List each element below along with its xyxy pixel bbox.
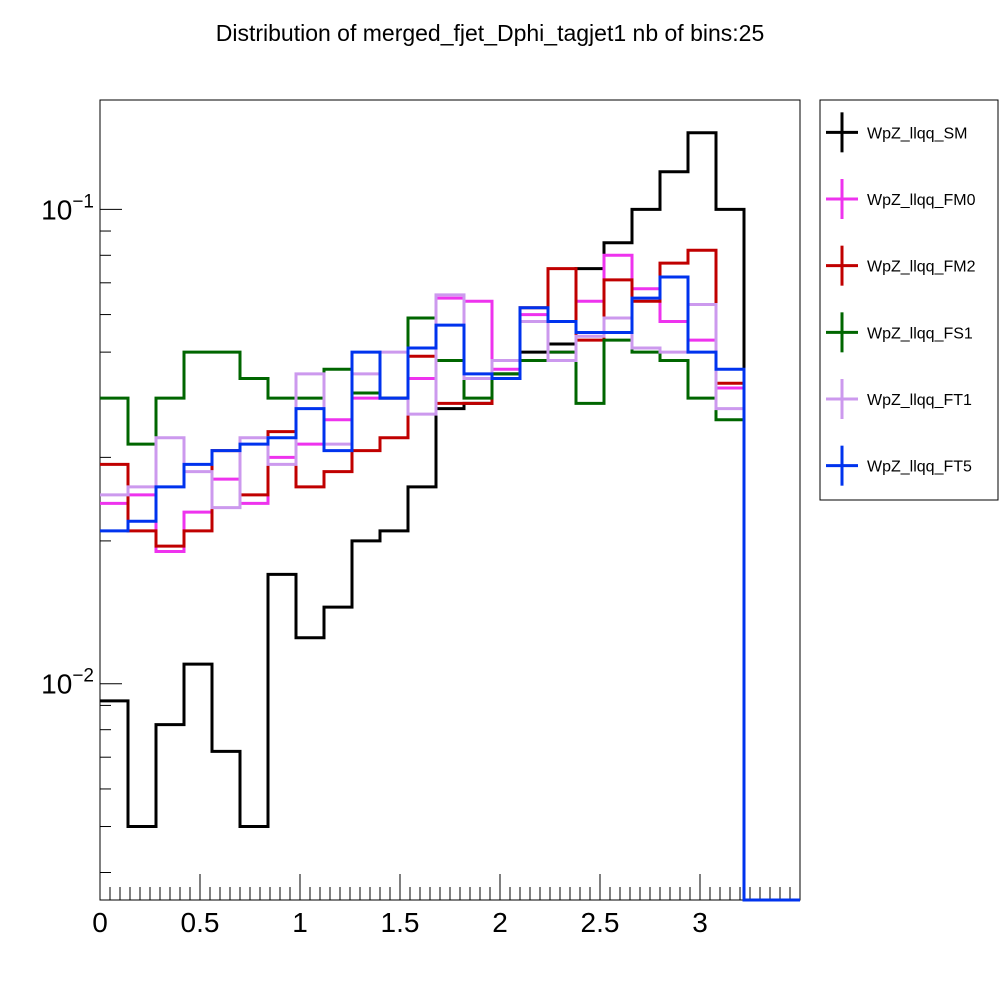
series-line-WpZ_llqq_FT1 [100, 293, 800, 902]
legend-label: WpZ_llqq_FT5 [867, 459, 972, 476]
y-tick-label: 10−1 [41, 191, 94, 225]
legend-label: WpZ_llqq_SM [867, 125, 967, 142]
legend-entry: WpZ_llqq_SM [826, 112, 967, 153]
legend-box [819, 99, 999, 501]
legend-label: WpZ_llqq_FM2 [867, 259, 976, 276]
legend-entry: WpZ_llqq_FT1 [826, 379, 972, 419]
x-tick-label: 0 [92, 907, 108, 938]
x-tick-label: 2 [492, 907, 508, 938]
x-tick-label: 2.5 [581, 907, 620, 938]
y-tick-label: 10−2 [41, 666, 94, 700]
plot-frame [99, 99, 801, 901]
series-line-WpZ_llqq_FM2 [100, 248, 800, 902]
x-tick-label: 0.5 [181, 907, 220, 938]
chart-title: Distribution of merged_fjet_Dphi_tagjet1… [215, 20, 765, 46]
series-line-WpZ_llqq_FT5 [100, 275, 800, 902]
series-line-WpZ_llqq_FS1 [100, 316, 800, 902]
legend-entry: WpZ_llqq_FS1 [826, 312, 973, 353]
legend-entry: WpZ_llqq_FT5 [826, 445, 972, 486]
x-tick-label: 3 [692, 907, 708, 938]
legend-label: WpZ_llqq_FT1 [867, 392, 972, 409]
legend-label: WpZ_llqq_FS1 [867, 325, 973, 342]
legend-entry: WpZ_llqq_FM0 [826, 179, 976, 219]
series-line-WpZ_llqq_SM [100, 131, 800, 902]
x-tick-label: 1.5 [381, 907, 420, 938]
legend-label: WpZ_llqq_FM0 [867, 192, 976, 209]
legend-entry: WpZ_llqq_FM2 [826, 245, 976, 286]
x-tick-label: 1 [292, 907, 308, 938]
